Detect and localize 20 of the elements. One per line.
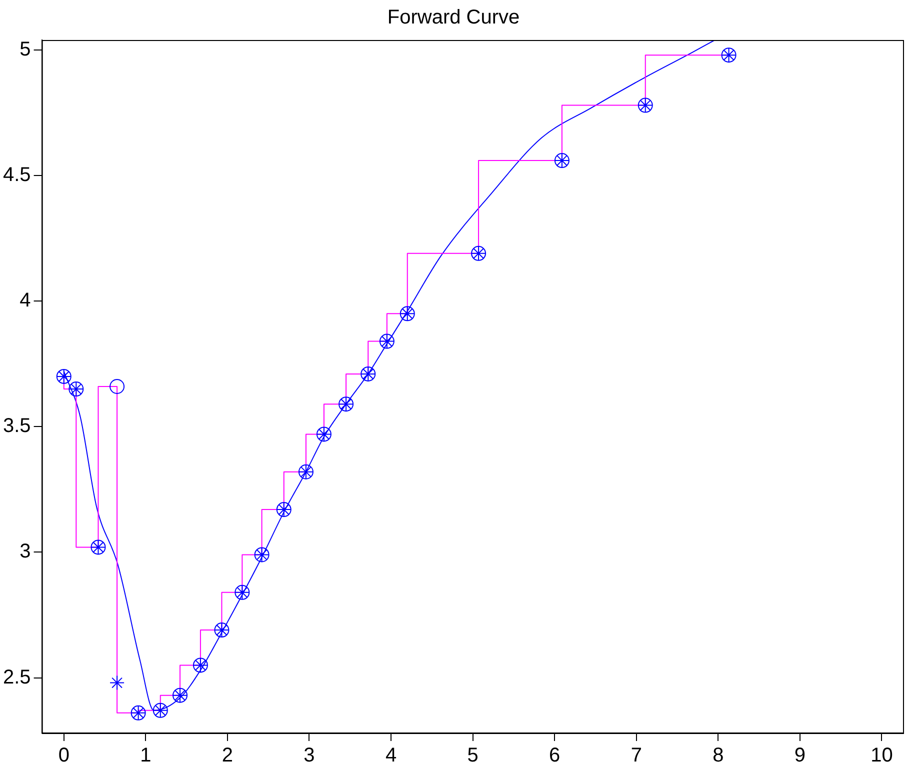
y-tick-label: 3.5 (2, 415, 31, 438)
x-tick-label: 8 (712, 744, 724, 767)
chart-title: Forward Curve (387, 6, 520, 29)
y-tick-label: 5 (20, 38, 31, 61)
x-tick-label: 6 (549, 744, 560, 767)
y-tick-label: 4.5 (2, 164, 31, 186)
point (110, 379, 125, 394)
x-tick-label: 3 (304, 744, 315, 767)
x-tick-label: 5 (467, 744, 478, 767)
x-tick-label: 7 (630, 744, 642, 767)
x-tick-label: 0 (58, 744, 70, 767)
y-tick-label: 2.5 (2, 666, 31, 688)
x-tick-label: 1 (140, 744, 152, 767)
y-tick-label: 4 (20, 290, 31, 312)
point (110, 675, 125, 690)
x-tick-label: 2 (222, 744, 234, 767)
x-tick-label: 10 (870, 744, 893, 767)
x-tick-label: 4 (385, 744, 397, 767)
y-tick-label: 3 (20, 540, 31, 563)
x-tick-label: 9 (794, 744, 806, 767)
